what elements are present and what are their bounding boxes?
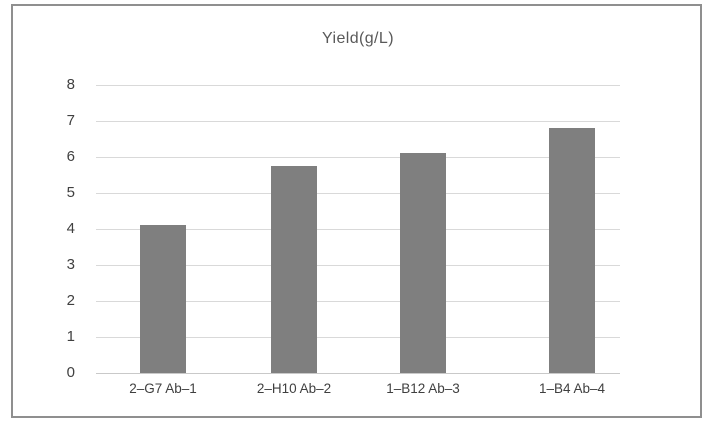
gridline: [96, 265, 620, 266]
bar: [549, 128, 595, 373]
y-tick-label: 7: [66, 112, 75, 129]
x-category-label: 2–G7 Ab–1: [129, 381, 197, 396]
y-tick-label: 8: [66, 76, 75, 93]
gridline: [96, 193, 620, 194]
x-category-label: 1–B12 Ab–3: [386, 381, 460, 396]
x-category-label: 1–B4 Ab–4: [538, 381, 606, 396]
gridline: [96, 301, 620, 302]
bar: [400, 153, 446, 373]
chart-title: Yield(g/L): [322, 30, 394, 47]
y-tick-label: 2: [66, 292, 75, 309]
gridline: [96, 85, 620, 86]
gridline: [96, 121, 620, 122]
gridline: [96, 229, 620, 230]
bar: [140, 225, 186, 373]
y-tick-label: 6: [66, 148, 75, 165]
y-tick-label: 1: [66, 328, 75, 345]
y-tick-label: 4: [66, 220, 75, 237]
gridline: [96, 373, 620, 374]
y-tick-label: 3: [66, 256, 75, 273]
x-category-label: 2–H10 Ab–2: [256, 381, 332, 396]
bar: [271, 166, 317, 373]
gridline: [96, 337, 620, 338]
y-tick-label: 5: [66, 184, 75, 201]
gridline: [96, 157, 620, 158]
y-tick-label: 0: [66, 364, 75, 381]
